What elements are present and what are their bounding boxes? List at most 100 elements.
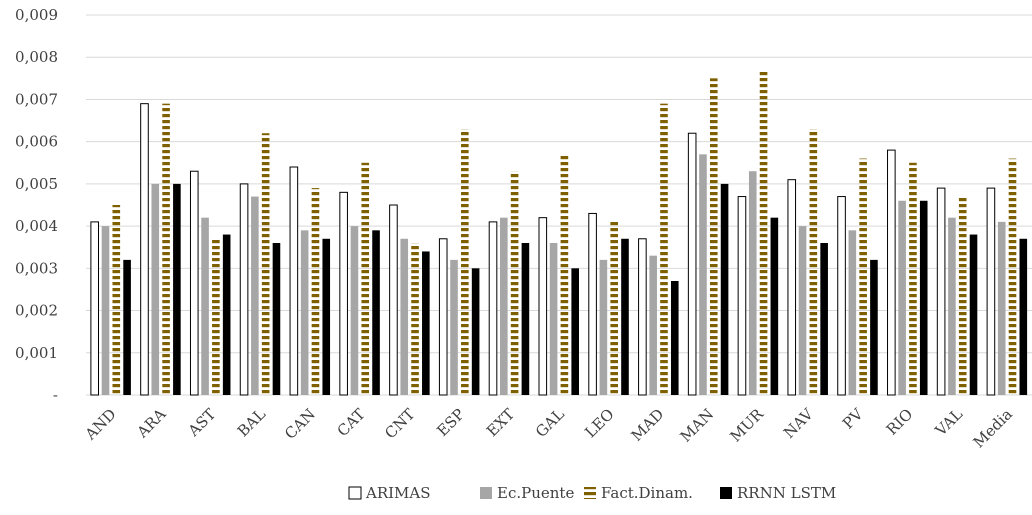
- bar-rrnn-lstm-esp: [471, 268, 480, 395]
- y-tick-label: -: [53, 386, 58, 404]
- y-tick-label: 0,009: [15, 6, 58, 24]
- bar-rrnn-lstm-man: [720, 183, 729, 395]
- x-tick-label: MAN: [677, 405, 718, 446]
- x-tick-label: EXT: [483, 405, 518, 440]
- y-tick-label: 0,006: [15, 133, 58, 151]
- bar-rrnn-lstm-pv: [870, 259, 878, 395]
- legend-label: ARIMAS: [365, 484, 431, 502]
- bar-ec-puente-and: [101, 226, 110, 395]
- legend: ARIMAS Ec.Puente Fact.Dinam. RRNN LSTM: [348, 484, 836, 502]
- legend-swatch-ec-puente: [480, 487, 492, 499]
- bar-ec-puente-ast: [201, 217, 209, 395]
- bar-fact-dinam-mur: [759, 69, 768, 395]
- bar-rrnn-lstm-bal: [272, 243, 281, 395]
- bar-ec-puente-leo: [599, 259, 608, 395]
- bar-rrnn-lstm-and: [123, 259, 131, 395]
- bar-ec-puente-cnt: [400, 238, 409, 395]
- bar-fact-dinam-mad: [660, 103, 668, 396]
- bar-ec-puente-ext: [500, 217, 508, 395]
- x-tick-label: Media: [970, 405, 1016, 451]
- bar-arimas-rio: [887, 149, 896, 396]
- bar-ec-puente-nav: [798, 226, 807, 395]
- bar-rrnn-lstm-mad: [670, 281, 679, 395]
- x-tick-label: BAL: [234, 405, 269, 440]
- bar-fact-dinam-ara: [162, 103, 170, 396]
- x-tick-label: ESP: [433, 405, 468, 440]
- bar-arimas-cat: [339, 191, 348, 396]
- bar-fact-dinam-and: [112, 205, 121, 395]
- bar-fact-dinam-cat: [361, 162, 370, 395]
- bar-ec-puente-rio: [898, 200, 906, 395]
- bar-ec-puente-bal: [251, 196, 259, 395]
- legend-swatch-arimas: [348, 486, 362, 500]
- y-tick-label: 0,005: [15, 175, 58, 193]
- bar-arimas-cnt: [389, 204, 398, 396]
- bar-rrnn-lstm-ext: [521, 243, 530, 395]
- legend-label: Ec.Puente: [497, 484, 574, 502]
- y-tick-label: 0,008: [15, 48, 58, 66]
- x-tick-label: GAL: [532, 405, 568, 441]
- x-tick-label: CNT: [381, 405, 418, 442]
- bar-rrnn-lstm-cnt: [422, 251, 430, 395]
- bar-fact-dinam-esp: [461, 129, 469, 395]
- x-tick-label: MAD: [628, 405, 668, 445]
- bar-arimas-can: [289, 166, 299, 396]
- bar-ec-puente-can: [300, 230, 309, 395]
- bar-fact-dinam-gal: [560, 154, 569, 395]
- legend-swatch-rrnn-lstm: [720, 487, 732, 499]
- bar-arimas-nav: [787, 179, 797, 396]
- y-tick-label: 0,001: [15, 344, 58, 362]
- y-tick-label: 0,003: [15, 259, 58, 277]
- bar-rrnn-lstm-ast: [222, 234, 231, 395]
- bar-ec-puente-cat: [350, 226, 359, 395]
- bar-fact-dinam-nav: [809, 129, 818, 395]
- legend-swatch-fact-dinam: [584, 487, 596, 499]
- x-tick-label: LEO: [581, 405, 617, 441]
- x-tick-label: VAL: [931, 405, 966, 440]
- y-tick-label: 0,004: [15, 217, 58, 235]
- x-tick-label: CAT: [334, 405, 369, 440]
- bar-fact-dinam-rio: [909, 162, 917, 395]
- x-tick-label: AND: [81, 405, 120, 444]
- bar-arimas-bal: [239, 183, 249, 396]
- bar-arimas-mur: [737, 196, 747, 396]
- bar-fact-dinam-leo: [610, 221, 618, 395]
- bar-ec-puente-esp: [450, 259, 458, 395]
- bar-ec-puente-pv: [848, 230, 857, 395]
- bar-ec-puente-mur: [748, 171, 757, 395]
- bar-arimas-ext: [488, 221, 498, 396]
- x-tick-label: RIO: [883, 405, 917, 439]
- bar-rrnn-lstm-gal: [571, 268, 579, 395]
- bars: [90, 69, 1028, 396]
- bar-fact-dinam-man: [709, 78, 718, 395]
- bar-rrnn-lstm-mur: [770, 217, 779, 395]
- x-axis: AND ARA AST BAL CAN CAT CNT ESP EXT GAL LEO MAD MAN M…: [81, 404, 1016, 451]
- bar-fact-dinam-ast: [212, 238, 220, 395]
- bar-fact-dinam-cnt: [411, 243, 419, 395]
- bar-rrnn-lstm-leo: [621, 238, 629, 395]
- x-tick-label: CAN: [281, 405, 319, 443]
- bar-ec-puente-gal: [549, 243, 558, 395]
- legend-label: Fact.Dinam.: [601, 484, 693, 502]
- bar-fact-dinam-pv: [859, 158, 867, 395]
- bar-rrnn-lstm-cat: [372, 230, 380, 395]
- x-tick-label: MUR: [726, 405, 767, 446]
- y-tick-label: 0,007: [15, 90, 58, 108]
- bar-ec-puente-media: [997, 221, 1006, 395]
- bar-rrnn-lstm-can: [322, 238, 331, 395]
- bar-arimas-esp: [438, 238, 448, 396]
- bar-rrnn-lstm-media: [1019, 238, 1028, 395]
- bar-rrnn-lstm-val: [969, 234, 978, 395]
- bar-rrnn-lstm-rio: [919, 200, 928, 395]
- bar-rrnn-lstm-nav: [820, 243, 828, 395]
- bar-fact-dinam-ext: [510, 171, 519, 395]
- bar-arimas-man: [687, 132, 697, 396]
- bar-ec-puente-mad: [649, 255, 657, 395]
- bar-arimas-gal: [538, 217, 548, 396]
- y-tick-label: 0,002: [15, 302, 58, 320]
- bar-fact-dinam-media: [1008, 158, 1017, 395]
- bar-arimas-ast: [189, 170, 199, 396]
- bar-rrnn-lstm-ara: [173, 183, 181, 395]
- bar-arimas-mad: [638, 238, 647, 396]
